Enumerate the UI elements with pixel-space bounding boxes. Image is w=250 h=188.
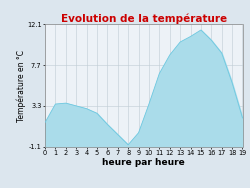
Y-axis label: Température en °C: Température en °C: [16, 50, 26, 121]
Title: Evolution de la température: Evolution de la température: [61, 13, 227, 24]
X-axis label: heure par heure: heure par heure: [102, 158, 185, 167]
